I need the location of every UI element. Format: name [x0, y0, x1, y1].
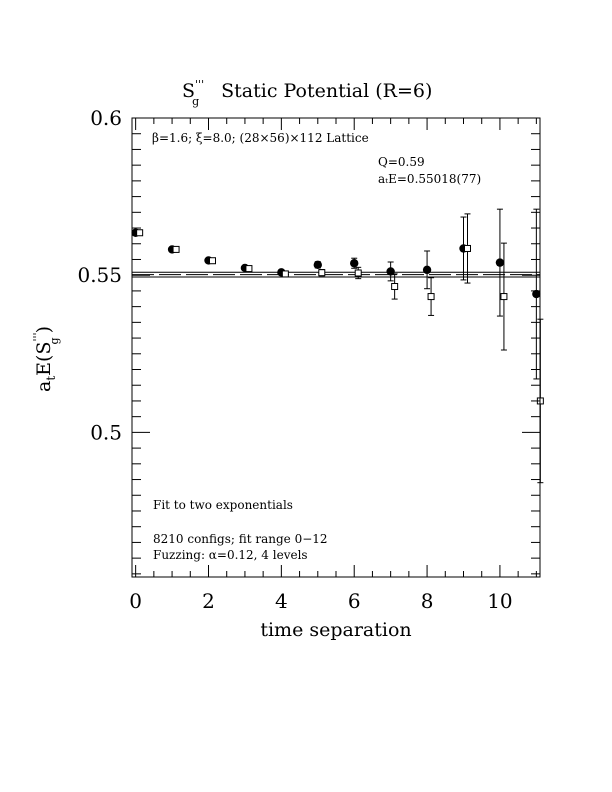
lattice-annotation: β=1.6; ξ=8.0; (28×56)×112 Lattice — [152, 131, 369, 145]
filled-circle-point — [313, 260, 322, 270]
filled-circle-marker — [495, 258, 505, 267]
fuzzing-annotation: Fuzzing: α=0.12, 4 levels — [153, 548, 308, 562]
open-square-marker — [354, 269, 362, 277]
title-symbol: S — [182, 80, 195, 102]
ylabel-end: ) — [33, 326, 55, 333]
ylabel-sub-t: t — [44, 376, 58, 381]
open-square-point — [281, 270, 289, 278]
energy-annotation: aₜE=0.55018(77) — [378, 172, 481, 186]
open-square-point — [209, 257, 216, 265]
q-annotation: Q=0.59 — [378, 155, 425, 169]
x-tick-label: 6 — [348, 589, 361, 613]
y-tick-label: 0.55 — [77, 263, 122, 287]
ylabel-sup: ''' — [31, 332, 44, 341]
ylabel-sub-g: g — [48, 337, 61, 344]
y-tick-label: 0.5 — [90, 420, 122, 444]
y-axis-label: atE(S''' g) — [31, 326, 61, 392]
open-square-marker — [172, 245, 180, 253]
data-points — [131, 208, 544, 484]
y-tick-label: 0.6 — [90, 106, 122, 130]
filled-circle-marker — [532, 289, 541, 299]
filled-circle-point — [532, 208, 541, 380]
x-tick-label: 2 — [202, 589, 215, 613]
ylabel-mid: E(S — [33, 342, 55, 376]
open-square-point — [172, 245, 180, 253]
configs-annotation: 8210 configs; fit range 0−12 — [153, 532, 328, 546]
x-tick-label: 0 — [129, 589, 142, 613]
open-square-point — [391, 273, 399, 300]
open-square-marker — [245, 265, 253, 273]
ylabel-a: a — [33, 381, 55, 392]
open-square-marker — [136, 229, 144, 237]
open-square-point — [318, 269, 326, 277]
open-square-marker — [391, 283, 399, 291]
tick-labels: 0 2 4 6 8 10 0.5 0.55 0.6 — [77, 106, 512, 613]
open-square-marker — [464, 244, 471, 252]
x-tick-label: 4 — [275, 589, 288, 613]
open-square-point — [427, 277, 435, 316]
x-tick-label: 8 — [421, 589, 434, 613]
filled-circle-point — [386, 261, 395, 282]
x-tick-label: 10 — [487, 589, 512, 613]
open-square-marker — [281, 270, 289, 278]
open-square-marker — [500, 293, 508, 301]
filled-circle-marker — [422, 265, 432, 275]
title-subscript: g — [192, 95, 199, 108]
title-text: Static Potential (R=6) — [221, 80, 432, 102]
open-square-point — [245, 265, 253, 273]
open-square-point — [136, 229, 144, 237]
open-square-marker — [318, 269, 326, 277]
open-square-marker — [427, 293, 435, 301]
open-square-marker — [209, 257, 216, 265]
open-square-point — [500, 242, 508, 351]
filled-circle-marker — [313, 260, 322, 270]
axis-ticks — [132, 117, 540, 577]
open-square-point — [464, 213, 471, 284]
filled-circle-point — [495, 208, 505, 317]
fit-band — [132, 271, 540, 278]
x-axis-label: time separation — [260, 619, 411, 641]
filled-circle-point — [422, 250, 432, 290]
filled-circle-point — [350, 257, 359, 269]
title-superscript: ''' — [195, 78, 204, 91]
open-square-point — [354, 266, 362, 280]
filled-circle-marker — [350, 259, 359, 268]
fit-annotation: Fit to two exponentials — [153, 498, 293, 512]
chart-title: S''' g Static Potential (R=6) — [182, 78, 432, 108]
